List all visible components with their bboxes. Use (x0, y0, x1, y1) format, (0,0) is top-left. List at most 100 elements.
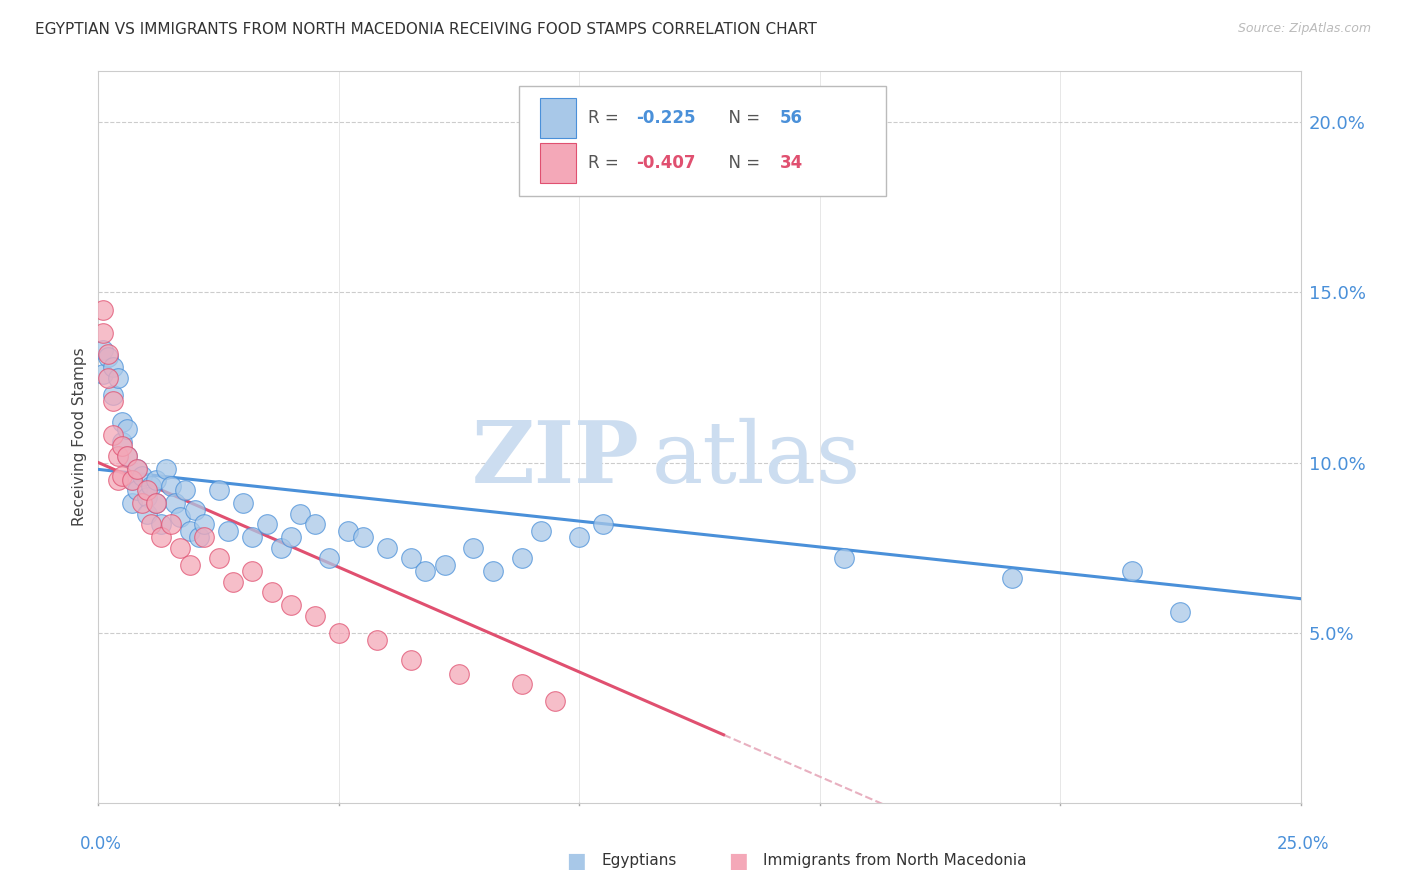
Point (91, 367, 114, 381)
Text: Immigrants from North Macedonia: Immigrants from North Macedonia (763, 854, 1026, 868)
Point (510, 550, 533, 565)
Text: N =: N = (717, 154, 765, 172)
Point (304, 516, 326, 531)
Point (240, 531, 263, 545)
Point (107, 370, 129, 384)
Point (131, 496, 153, 510)
Point (399, 550, 422, 565)
Text: atlas: atlas (651, 417, 860, 500)
Point (135, 490, 157, 504)
Point (101, 428, 124, 442)
Point (1121, 565, 1143, 579)
Point (141, 516, 163, 531)
Point (222, 574, 245, 589)
Point (337, 524, 360, 538)
Point (183, 503, 205, 517)
Point (135, 507, 157, 521)
Text: ■: ■ (567, 851, 586, 871)
Point (91, 343, 114, 358)
Point (111, 439, 134, 453)
Point (169, 510, 191, 524)
Point (1170, 605, 1192, 619)
Point (544, 694, 567, 708)
Text: ZIP: ZIP (471, 417, 640, 501)
Text: Source: ZipAtlas.com: Source: ZipAtlas.com (1237, 22, 1371, 36)
Point (304, 608, 326, 623)
Point (188, 531, 211, 545)
Point (125, 462, 148, 476)
Point (169, 541, 191, 555)
Text: ■: ■ (728, 851, 748, 871)
Bar (540, 144, 575, 184)
Point (174, 483, 197, 497)
FancyBboxPatch shape (519, 86, 886, 195)
Text: R =: R = (588, 110, 624, 128)
Point (270, 541, 292, 555)
Point (352, 531, 374, 545)
Point (121, 473, 143, 487)
Point (101, 394, 124, 409)
Point (375, 541, 398, 555)
Point (232, 496, 254, 510)
Point (149, 531, 172, 545)
Point (240, 565, 263, 579)
Text: -0.225: -0.225 (636, 110, 696, 128)
Point (121, 496, 143, 510)
Point (97, 370, 120, 384)
Point (399, 653, 422, 667)
Point (125, 483, 148, 497)
Point (91, 326, 114, 341)
Point (97, 350, 120, 364)
Point (260, 585, 283, 599)
Point (145, 496, 167, 510)
Point (366, 632, 388, 647)
Point (117, 449, 139, 463)
Point (145, 473, 167, 487)
Point (159, 479, 181, 493)
Point (107, 473, 129, 487)
Point (165, 496, 187, 510)
Point (415, 565, 437, 579)
Point (111, 469, 134, 483)
Point (463, 541, 485, 555)
Text: R =: R = (588, 154, 624, 172)
Text: N =: N = (717, 110, 765, 128)
Point (159, 516, 181, 531)
Point (832, 550, 855, 565)
Point (217, 524, 239, 538)
Point (111, 435, 134, 450)
Point (592, 516, 614, 531)
Point (117, 421, 139, 435)
Point (280, 531, 302, 545)
Point (481, 565, 503, 579)
Point (125, 462, 148, 476)
Point (208, 483, 231, 497)
Text: -0.407: -0.407 (636, 154, 696, 172)
Point (280, 599, 302, 613)
Text: 56: 56 (780, 110, 803, 128)
Point (97, 347, 120, 361)
Point (1001, 571, 1024, 585)
Point (568, 531, 591, 545)
Point (117, 449, 139, 463)
Point (208, 550, 231, 565)
Y-axis label: Receiving Food Stamps: Receiving Food Stamps (72, 348, 87, 526)
Point (149, 516, 172, 531)
Point (256, 516, 278, 531)
Point (121, 473, 143, 487)
Point (91, 302, 114, 317)
Point (131, 469, 153, 483)
Point (318, 550, 340, 565)
Point (433, 558, 456, 572)
Point (155, 462, 177, 476)
Point (328, 625, 350, 640)
Point (193, 531, 215, 545)
Point (290, 507, 312, 521)
Point (101, 387, 124, 401)
Point (447, 666, 470, 681)
Text: 0.0%: 0.0% (80, 835, 122, 853)
Text: 25.0%: 25.0% (1277, 835, 1330, 853)
Point (179, 524, 201, 538)
Point (193, 516, 215, 531)
Point (135, 483, 157, 497)
